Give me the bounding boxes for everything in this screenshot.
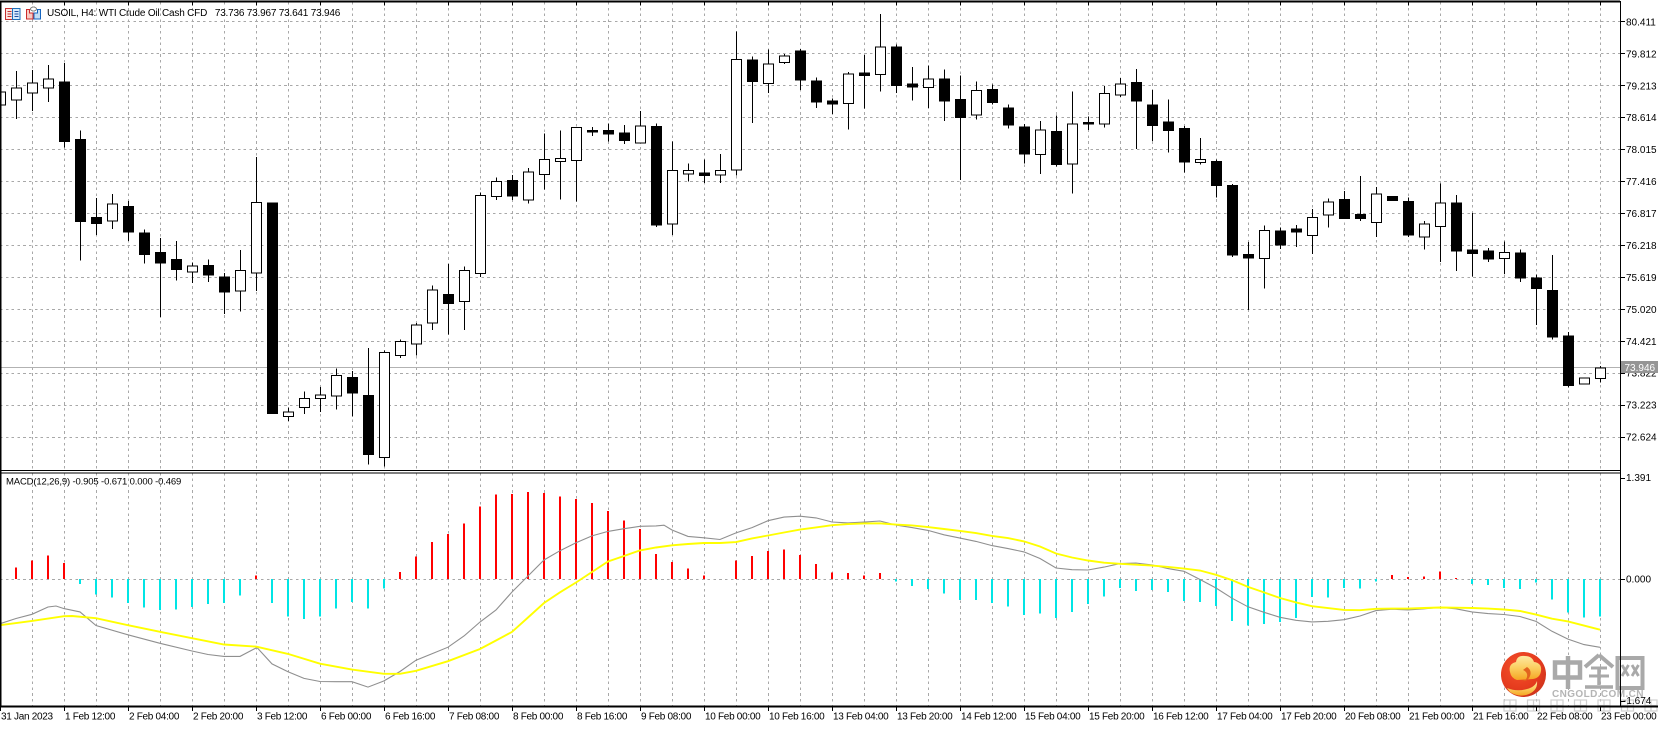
svg-text:13 Feb 04:00: 13 Feb 04:00 [833, 712, 889, 723]
svg-text:0.000: 0.000 [1626, 575, 1651, 586]
svg-text:79.812: 79.812 [1626, 49, 1657, 60]
svg-text:73.822: 73.822 [1626, 369, 1657, 380]
svg-text:14 Feb 12:00: 14 Feb 12:00 [961, 712, 1017, 723]
svg-text:MACD(12,26,9) -0.905 -0.671 0.: MACD(12,26,9) -0.905 -0.671 0.000 -0.469 [6, 477, 181, 488]
svg-text:21 Feb 16:00: 21 Feb 16:00 [1473, 712, 1529, 723]
svg-text:16 Feb 12:00: 16 Feb 12:00 [1153, 712, 1209, 723]
svg-text:6 Feb 00:00: 6 Feb 00:00 [321, 712, 372, 723]
svg-text:10 Feb 16:00: 10 Feb 16:00 [769, 712, 825, 723]
svg-text:21 Feb 00:00: 21 Feb 00:00 [1409, 712, 1465, 723]
svg-text:3 Feb 12:00: 3 Feb 12:00 [257, 712, 308, 723]
svg-text:-1.674: -1.674 [1623, 696, 1652, 707]
svg-text:15 Feb 20:00: 15 Feb 20:00 [1089, 712, 1145, 723]
svg-text:73.223: 73.223 [1626, 401, 1657, 412]
svg-text:9 Feb 08:00: 9 Feb 08:00 [641, 712, 692, 723]
svg-text:17 Feb 20:00: 17 Feb 20:00 [1281, 712, 1337, 723]
svg-text:1.391: 1.391 [1626, 473, 1651, 484]
svg-text:79.213: 79.213 [1626, 81, 1657, 92]
svg-text:8 Feb 00:00: 8 Feb 00:00 [513, 712, 564, 723]
svg-text:72.624: 72.624 [1626, 433, 1657, 444]
svg-text:78.015: 78.015 [1626, 145, 1657, 156]
svg-text:10 Feb 00:00: 10 Feb 00:00 [705, 712, 761, 723]
svg-text:74.421: 74.421 [1626, 337, 1657, 348]
svg-text:76.817: 76.817 [1626, 209, 1657, 220]
svg-text:78.614: 78.614 [1626, 113, 1657, 124]
svg-text:76.218: 76.218 [1626, 241, 1657, 252]
svg-text:13 Feb 20:00: 13 Feb 20:00 [897, 712, 953, 723]
svg-text:7 Feb 08:00: 7 Feb 08:00 [449, 712, 500, 723]
svg-text:1 Feb 12:00: 1 Feb 12:00 [65, 712, 116, 723]
svg-text:CNGOLD.COM.CN: CNGOLD.COM.CN [1552, 689, 1644, 700]
svg-text:75.619: 75.619 [1626, 273, 1657, 284]
svg-text:2 Feb 04:00: 2 Feb 04:00 [129, 712, 180, 723]
svg-text:31 Jan 2023: 31 Jan 2023 [1, 712, 53, 723]
svg-text:8 Feb 16:00: 8 Feb 16:00 [577, 712, 628, 723]
svg-text:23 Feb 00:00: 23 Feb 00:00 [1601, 712, 1657, 723]
svg-text:USOIL, H4: WTI Crude Oil Cash: USOIL, H4: WTI Crude Oil Cash CFD 73.736… [47, 8, 341, 19]
svg-text:73.946: 73.946 [1625, 363, 1656, 374]
svg-text:20 Feb 08:00: 20 Feb 08:00 [1345, 712, 1401, 723]
svg-text:15 Feb 04:00: 15 Feb 04:00 [1025, 712, 1081, 723]
svg-text:17 Feb 04:00: 17 Feb 04:00 [1217, 712, 1273, 723]
svg-text:75.020: 75.020 [1626, 305, 1657, 316]
svg-text:77.416: 77.416 [1626, 177, 1657, 188]
svg-text:22 Feb 08:00: 22 Feb 08:00 [1537, 712, 1593, 723]
svg-text:6 Feb 16:00: 6 Feb 16:00 [385, 712, 436, 723]
svg-text:2 Feb 20:00: 2 Feb 20:00 [193, 712, 244, 723]
svg-text:80.411: 80.411 [1626, 17, 1656, 28]
